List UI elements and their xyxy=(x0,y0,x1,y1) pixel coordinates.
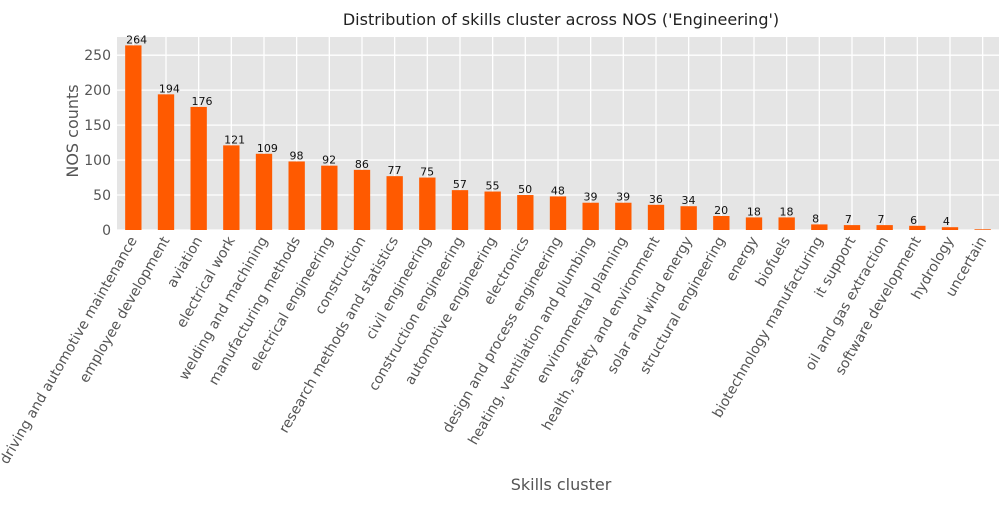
bar xyxy=(843,225,861,230)
y-axis-label: NOS counts xyxy=(63,84,82,177)
bar-value-label: 4 xyxy=(943,215,950,228)
bar-value-label: 77 xyxy=(388,164,402,177)
bar-value-label: 20 xyxy=(714,204,728,217)
bar-value-label: 8 xyxy=(812,212,819,225)
chart-title: Distribution of skills cluster across NO… xyxy=(343,10,779,29)
bar-value-label: 194 xyxy=(159,82,180,95)
bar xyxy=(615,202,632,230)
bar xyxy=(680,206,697,230)
bar-value-label: 264 xyxy=(126,33,147,46)
bar-value-label: 7 xyxy=(878,213,885,226)
bar-value-label: 6 xyxy=(910,214,917,227)
bar xyxy=(549,196,567,230)
bar-value-label: 92 xyxy=(322,154,336,167)
bar-value-label: 121 xyxy=(224,133,245,146)
x-tick-label: driving and automotive maintenance xyxy=(0,234,141,467)
bar-value-label: 18 xyxy=(747,205,761,218)
x-axis-label: Skills cluster xyxy=(511,475,612,494)
bar xyxy=(451,190,469,230)
bar xyxy=(582,202,599,230)
bar xyxy=(353,169,371,230)
bar-value-label: 7 xyxy=(845,213,852,226)
bar-value-label: 34 xyxy=(682,194,696,207)
bar-value-label: 57 xyxy=(453,178,467,191)
bar-value-label: 98 xyxy=(290,149,304,162)
bar-value-label: 109 xyxy=(257,142,278,155)
bar-value-label: 75 xyxy=(420,166,434,179)
bar xyxy=(909,225,926,230)
x-tick-labels: driving and automotive maintenanceemploy… xyxy=(0,233,990,467)
bar xyxy=(876,225,893,230)
bar xyxy=(484,191,501,230)
bar xyxy=(125,45,142,231)
bar-value-label: 50 xyxy=(518,183,532,196)
y-tick-label: 200 xyxy=(84,83,111,99)
bar-value-label: 55 xyxy=(486,180,500,193)
bar-value-label: 36 xyxy=(649,193,663,206)
bar-value-label: 176 xyxy=(192,95,213,108)
bar xyxy=(223,145,240,230)
bar xyxy=(745,217,763,230)
bar xyxy=(255,153,273,230)
y-tick-labels: 0 50 100 150 200 250 xyxy=(84,48,111,239)
bar-value-label: 86 xyxy=(355,158,369,171)
y-tick-label: 250 xyxy=(84,48,111,64)
bar xyxy=(941,227,959,230)
bar xyxy=(190,106,207,230)
bar xyxy=(157,94,175,230)
bars xyxy=(125,45,991,231)
y-tick-label: 0 xyxy=(102,223,111,239)
y-tick-label: 100 xyxy=(84,153,111,169)
bar xyxy=(517,195,534,230)
bar-value-label: 48 xyxy=(551,184,565,197)
bar xyxy=(647,204,665,230)
bar xyxy=(321,165,338,230)
bar xyxy=(778,217,795,230)
y-tick-label: 150 xyxy=(84,118,111,134)
bar xyxy=(811,224,828,230)
bar xyxy=(974,229,991,230)
bar xyxy=(713,216,730,230)
bar xyxy=(386,176,403,230)
y-tick-label: 50 xyxy=(93,188,111,204)
bar xyxy=(419,177,436,230)
bar-value-label: 39 xyxy=(584,191,598,204)
bar-value-label: 39 xyxy=(616,191,630,204)
bar xyxy=(288,161,305,230)
bar-value-label: 18 xyxy=(780,205,794,218)
